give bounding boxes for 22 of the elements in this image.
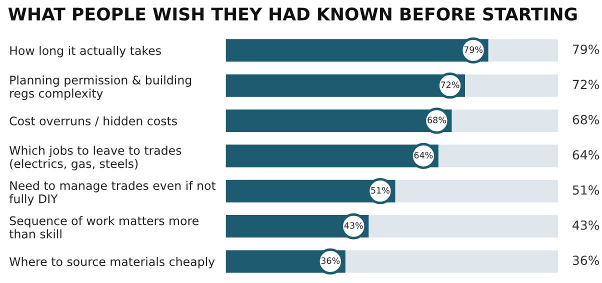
y-tick-label: How long it actually takes bbox=[10, 46, 161, 58]
text: 51% bbox=[371, 187, 390, 194]
data-label: 64% bbox=[572, 150, 600, 160]
text: 72% bbox=[441, 82, 460, 88]
text: 79% bbox=[464, 46, 483, 53]
data-label: 36% bbox=[572, 256, 600, 266]
y-tick-label: Where to source materials cheaply bbox=[9, 256, 215, 268]
data-label: 51% bbox=[572, 185, 600, 195]
data-label: 68% bbox=[572, 114, 600, 124]
y-tick-label: Which jobs to leave to trades (electrics, gas, steels) bbox=[9, 146, 182, 170]
data-label: 72% bbox=[572, 80, 600, 90]
data-label: 43% bbox=[572, 220, 600, 230]
text: 68% bbox=[428, 116, 446, 124]
chart-title: WHAT PEOPLE WISH THEY HAD KNOWN BEFORE STARTING bbox=[8, 7, 577, 21]
y-tick-label: Sequence of work matters more than skill bbox=[9, 216, 198, 238]
text: 36% bbox=[321, 257, 340, 264]
text: 43% bbox=[344, 222, 363, 229]
y-tick-label: Cost overruns / hidden costs bbox=[10, 116, 177, 126]
y-tick-label: Planning permission & building regs complexity bbox=[10, 75, 192, 100]
data-label: 79% bbox=[572, 44, 600, 54]
y-tick-label: Need to manage trades even if not fully DIY bbox=[9, 180, 216, 206]
text: 64% bbox=[414, 152, 433, 158]
